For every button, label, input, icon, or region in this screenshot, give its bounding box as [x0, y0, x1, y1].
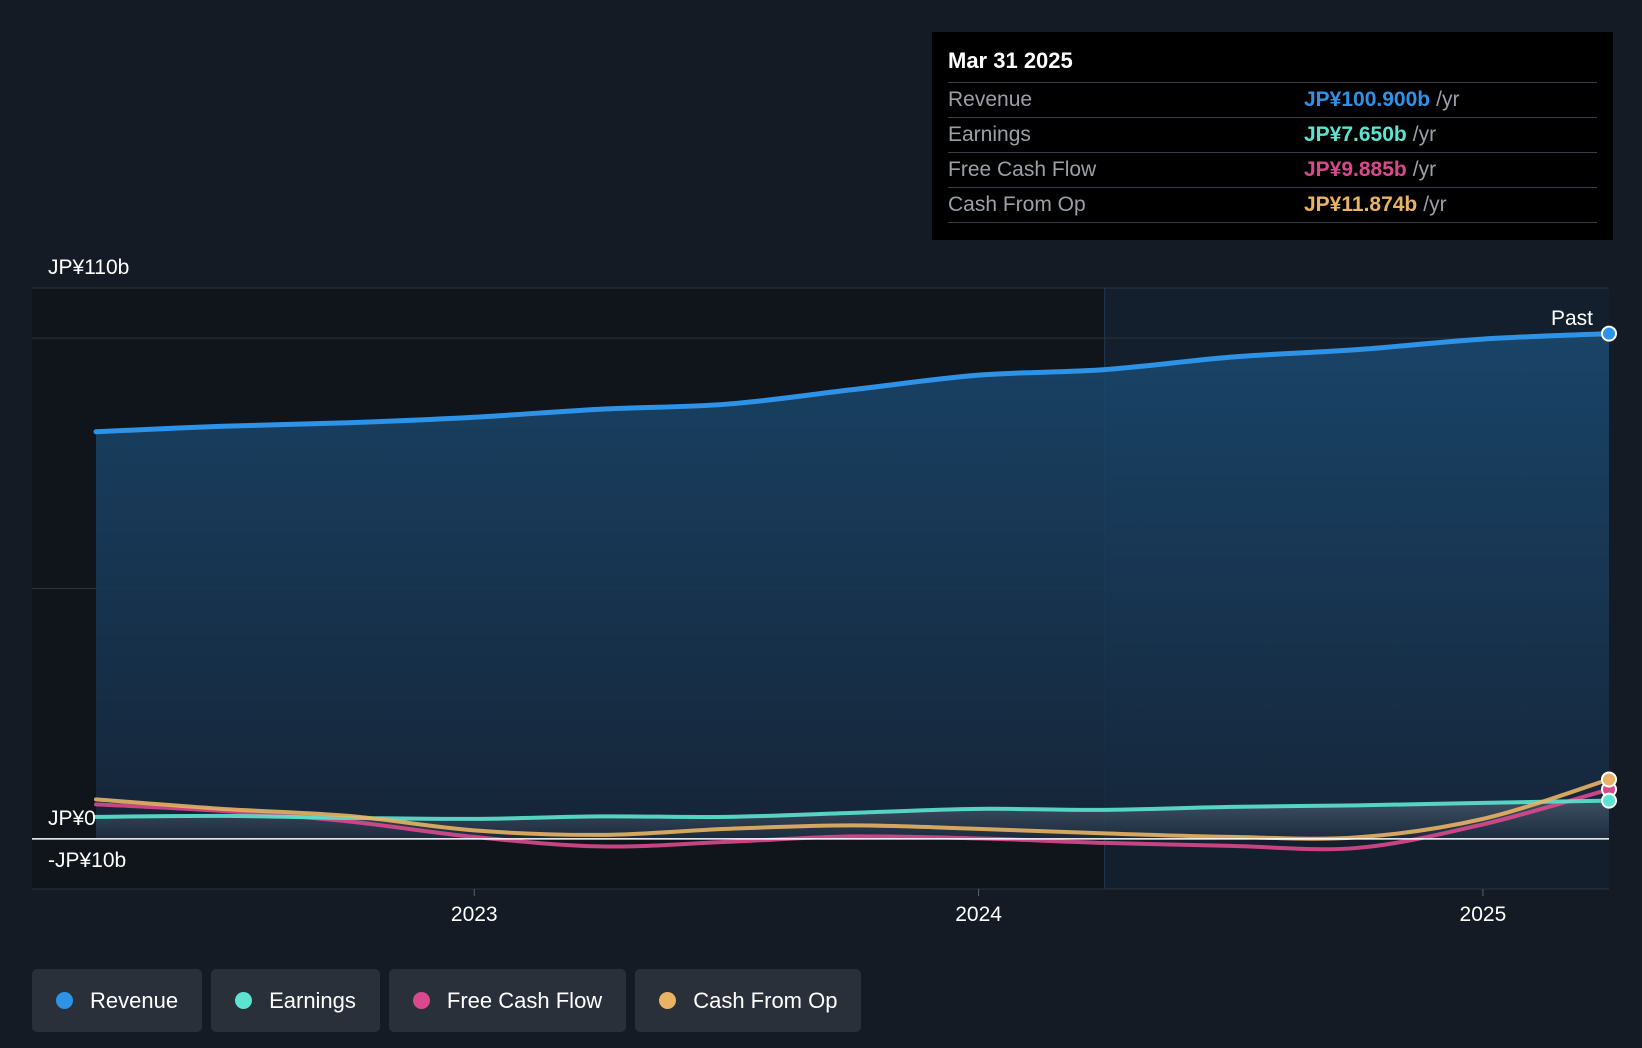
tooltip-row-revenue: Revenue JP¥100.900b /yr — [948, 82, 1597, 117]
revenue-dot-icon — [56, 992, 73, 1009]
point-revenue — [1354, 347, 1360, 353]
x-tick-label: 2024 — [955, 903, 1002, 926]
point-revenue — [471, 414, 477, 420]
point-earnings — [1228, 804, 1234, 810]
point-revenue — [1228, 354, 1234, 360]
tooltip-label: Revenue — [948, 88, 1033, 111]
tooltip-date: Mar 31 2025 — [948, 48, 1073, 73]
tooltip-value: JP¥9.885b — [1304, 158, 1407, 181]
point-cash-from-op — [976, 826, 982, 832]
tooltip-row-free-cash-flow: Free Cash Flow JP¥9.885b /yr — [948, 152, 1597, 187]
point-cash-from-op — [219, 806, 225, 812]
y-tick-label: -JP¥10b — [48, 849, 126, 872]
end-markers — [93, 325, 1617, 851]
free-cash-flow-dot-icon — [412, 992, 430, 1009]
series-lines — [93, 331, 1612, 852]
point-free-cash-flow — [723, 839, 729, 845]
tooltip-unit: /yr — [1436, 88, 1460, 111]
y-tick-label: JP¥0 — [48, 807, 96, 830]
point-revenue — [597, 406, 603, 412]
point-revenue — [850, 387, 856, 393]
legend-item-cash-from-op[interactable]: Cash From Op — [635, 969, 862, 1032]
legend-label: Revenue — [90, 987, 179, 1013]
area-revenue — [96, 333, 1609, 839]
point-revenue — [976, 372, 982, 378]
line-cash-from-op — [94, 777, 1611, 841]
point-earnings — [1354, 802, 1360, 808]
end-marker-cash-from-op — [1601, 771, 1617, 788]
tooltip-unit: /yr — [1412, 158, 1437, 181]
cash-from-op-dot-icon — [659, 992, 677, 1009]
legend-label: Earnings — [269, 987, 356, 1013]
legend-label: Cash From Op — [693, 987, 838, 1013]
end-marker-earnings — [1601, 792, 1617, 809]
tooltip-value: JP¥7.650b — [1304, 123, 1407, 146]
tooltip-row-cash-from-op: Cash From Op JP¥11.874b /yr — [948, 187, 1597, 223]
point-revenue — [219, 423, 225, 429]
legend: Revenue Earnings Free Cash Flow Cash Fro… — [32, 969, 862, 1032]
point-free-cash-flow — [1102, 840, 1108, 846]
point-cash-from-op — [345, 813, 351, 819]
point-earnings — [723, 814, 729, 820]
point-earnings — [850, 810, 856, 816]
x-tick-label: 2023 — [451, 903, 498, 926]
point-cash-from-op — [850, 822, 856, 828]
tooltip-value: JP¥11.874b — [1304, 193, 1418, 216]
tooltip-label: Free Cash Flow — [948, 158, 1097, 181]
point-revenue — [1102, 367, 1108, 373]
point-revenue — [345, 420, 351, 426]
tooltip-row-earnings: Earnings JP¥7.650b /yr — [948, 117, 1597, 152]
line-revenue — [93, 331, 1612, 435]
point-earnings — [1102, 807, 1108, 813]
x-tick-label: 2025 — [1460, 903, 1507, 926]
line-free-cash-flow — [94, 787, 1611, 852]
axis-labels: JP¥110b JP¥0 -JP¥10b 2023 2024 2025 Past — [48, 256, 1593, 926]
point-cash-from-op — [1102, 830, 1108, 836]
tooltip-label: Cash From Op — [948, 193, 1086, 216]
point-cash-from-op — [1480, 816, 1486, 822]
point-free-cash-flow — [1480, 821, 1486, 827]
point-free-cash-flow — [1228, 843, 1234, 849]
point-revenue — [723, 401, 729, 407]
tooltip-label: Earnings — [948, 123, 1031, 146]
legend-label: Free Cash Flow — [446, 987, 603, 1013]
legend-item-free-cash-flow[interactable]: Free Cash Flow — [388, 969, 627, 1032]
point-free-cash-flow — [597, 843, 603, 849]
tooltip-unit: /yr — [1423, 193, 1447, 216]
tooltip-value: JP¥100.900b — [1304, 88, 1431, 111]
legend-item-earnings[interactable]: Earnings — [211, 969, 380, 1032]
point-earnings — [1480, 800, 1486, 806]
tooltip-panel: Mar 31 2025 Revenue JP¥100.900b /yr Earn… — [932, 32, 1613, 240]
tooltip-unit: /yr — [1412, 123, 1437, 146]
end-marker-revenue — [1601, 325, 1617, 342]
point-earnings — [219, 813, 225, 819]
point-cash-from-op — [723, 826, 729, 832]
point-free-cash-flow — [1354, 845, 1360, 851]
point-cash-from-op — [471, 827, 477, 833]
past-label: Past — [1551, 307, 1593, 330]
point-cash-from-op — [597, 832, 603, 838]
point-revenue — [93, 429, 99, 435]
earnings-dot-icon — [235, 992, 253, 1009]
point-earnings — [976, 806, 982, 812]
point-earnings — [597, 813, 603, 819]
legend-item-revenue[interactable]: Revenue — [32, 969, 203, 1032]
y-tick-label: JP¥110b — [48, 256, 129, 279]
point-cash-from-op — [93, 796, 99, 802]
point-revenue — [1480, 336, 1486, 342]
point-earnings — [471, 816, 477, 822]
